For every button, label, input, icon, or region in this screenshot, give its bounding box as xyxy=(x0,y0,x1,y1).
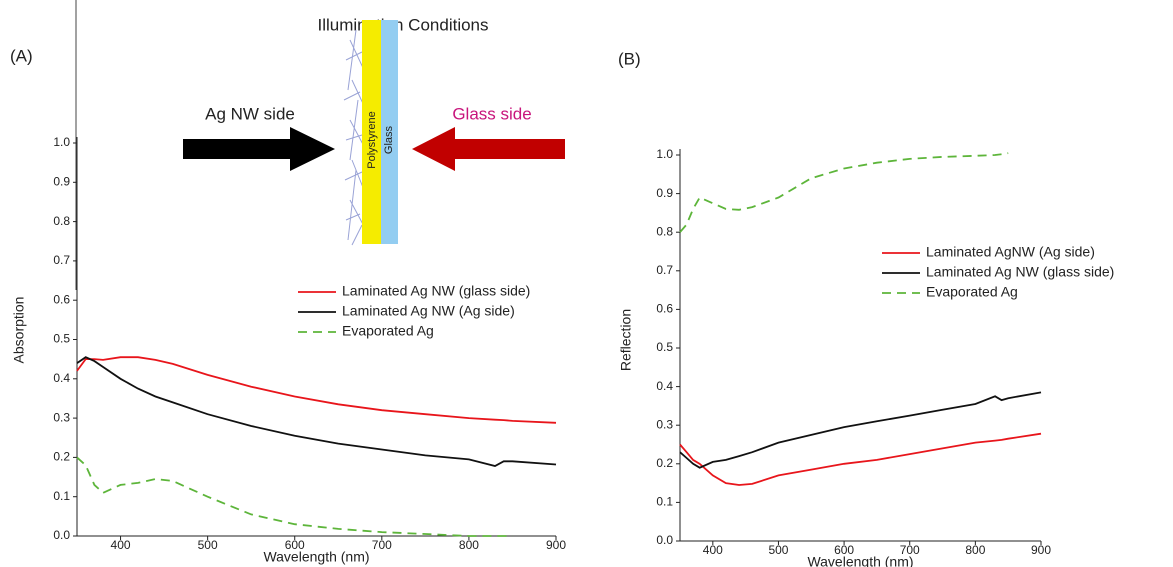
arrow-right xyxy=(412,127,565,171)
x-axis-label: Wavelength (nm) xyxy=(263,549,369,565)
x-tick-label: 700 xyxy=(372,538,392,552)
x-tick-label: 600 xyxy=(834,543,854,557)
y-tick-label: 0.9 xyxy=(656,186,673,200)
series-line xyxy=(76,356,557,424)
x-tick-label: 900 xyxy=(546,538,566,552)
x-tick-label: 800 xyxy=(965,543,985,557)
y-tick-label: 0.7 xyxy=(656,263,673,277)
x-tick-label: 900 xyxy=(1031,543,1051,557)
y-tick-label: 0.2 xyxy=(656,456,673,470)
series-line xyxy=(679,152,1009,233)
y-tick-label: 0.1 xyxy=(656,495,673,509)
x-tick-label: 800 xyxy=(459,538,479,552)
panel-label: (A) xyxy=(10,46,33,65)
side-label: Glass side xyxy=(452,104,531,123)
x-tick-label: 500 xyxy=(198,538,218,552)
y-tick-label: 1.0 xyxy=(656,147,673,161)
y-tick-label: 0.1 xyxy=(53,489,70,503)
y-tick-label: 0.3 xyxy=(53,410,70,424)
x-axis-label: Wavelength (nm) xyxy=(807,554,913,567)
legend-label: Laminated Ag NW (glass side) xyxy=(342,283,530,299)
x-tick-label: 500 xyxy=(768,543,788,557)
series-line xyxy=(679,391,1042,469)
x-tick-label: 600 xyxy=(285,538,305,552)
y-tick-label: 0.4 xyxy=(53,371,70,385)
legend-label: Laminated Ag NW (Ag side) xyxy=(342,303,515,319)
polystyrene-layer xyxy=(362,20,381,244)
y-axis-label: Reflection xyxy=(618,309,634,371)
nanowires xyxy=(343,29,367,246)
series-line xyxy=(76,356,557,467)
x-tick-label: 400 xyxy=(703,543,723,557)
panel-label: (B) xyxy=(618,49,641,68)
diagram-title: Illumination Conditions xyxy=(317,15,488,34)
y-tick-label: 0.5 xyxy=(53,332,70,346)
y-tick-label: 0.0 xyxy=(53,528,70,542)
layer-label: Glass xyxy=(383,125,395,154)
x-tick-label: 400 xyxy=(111,538,131,552)
y-tick-label: 0.5 xyxy=(656,340,673,354)
y-axis-label: Absorption xyxy=(11,297,27,364)
y-tick-label: 0.8 xyxy=(656,224,673,238)
arrow-left xyxy=(183,127,335,171)
series-line xyxy=(76,456,513,537)
x-tick-label: 700 xyxy=(900,543,920,557)
y-tick-label: 0.0 xyxy=(656,533,673,547)
y-tick-label: 0.9 xyxy=(53,174,70,188)
legend-label: Evaporated Ag xyxy=(926,284,1018,300)
y-tick-label: 1.0 xyxy=(53,135,70,149)
layer-label: Polystyrene xyxy=(366,111,378,168)
glass-layer xyxy=(381,20,398,244)
y-tick-label: 0.8 xyxy=(53,214,70,228)
y-tick-label: 0.2 xyxy=(53,450,70,464)
legend-label: Evaporated Ag xyxy=(342,323,434,339)
legend-label: Laminated AgNW (Ag side) xyxy=(926,244,1095,260)
side-label: Ag NW side xyxy=(205,104,295,123)
series-line xyxy=(679,432,1042,486)
y-tick-label: 0.4 xyxy=(656,379,673,393)
legend-label: Laminated Ag NW (glass side) xyxy=(926,264,1114,280)
y-tick-label: 0.6 xyxy=(656,302,673,316)
y-tick-label: 0.3 xyxy=(656,417,673,431)
y-tick-label: 0.6 xyxy=(53,292,70,306)
y-tick-label: 0.7 xyxy=(53,253,70,267)
